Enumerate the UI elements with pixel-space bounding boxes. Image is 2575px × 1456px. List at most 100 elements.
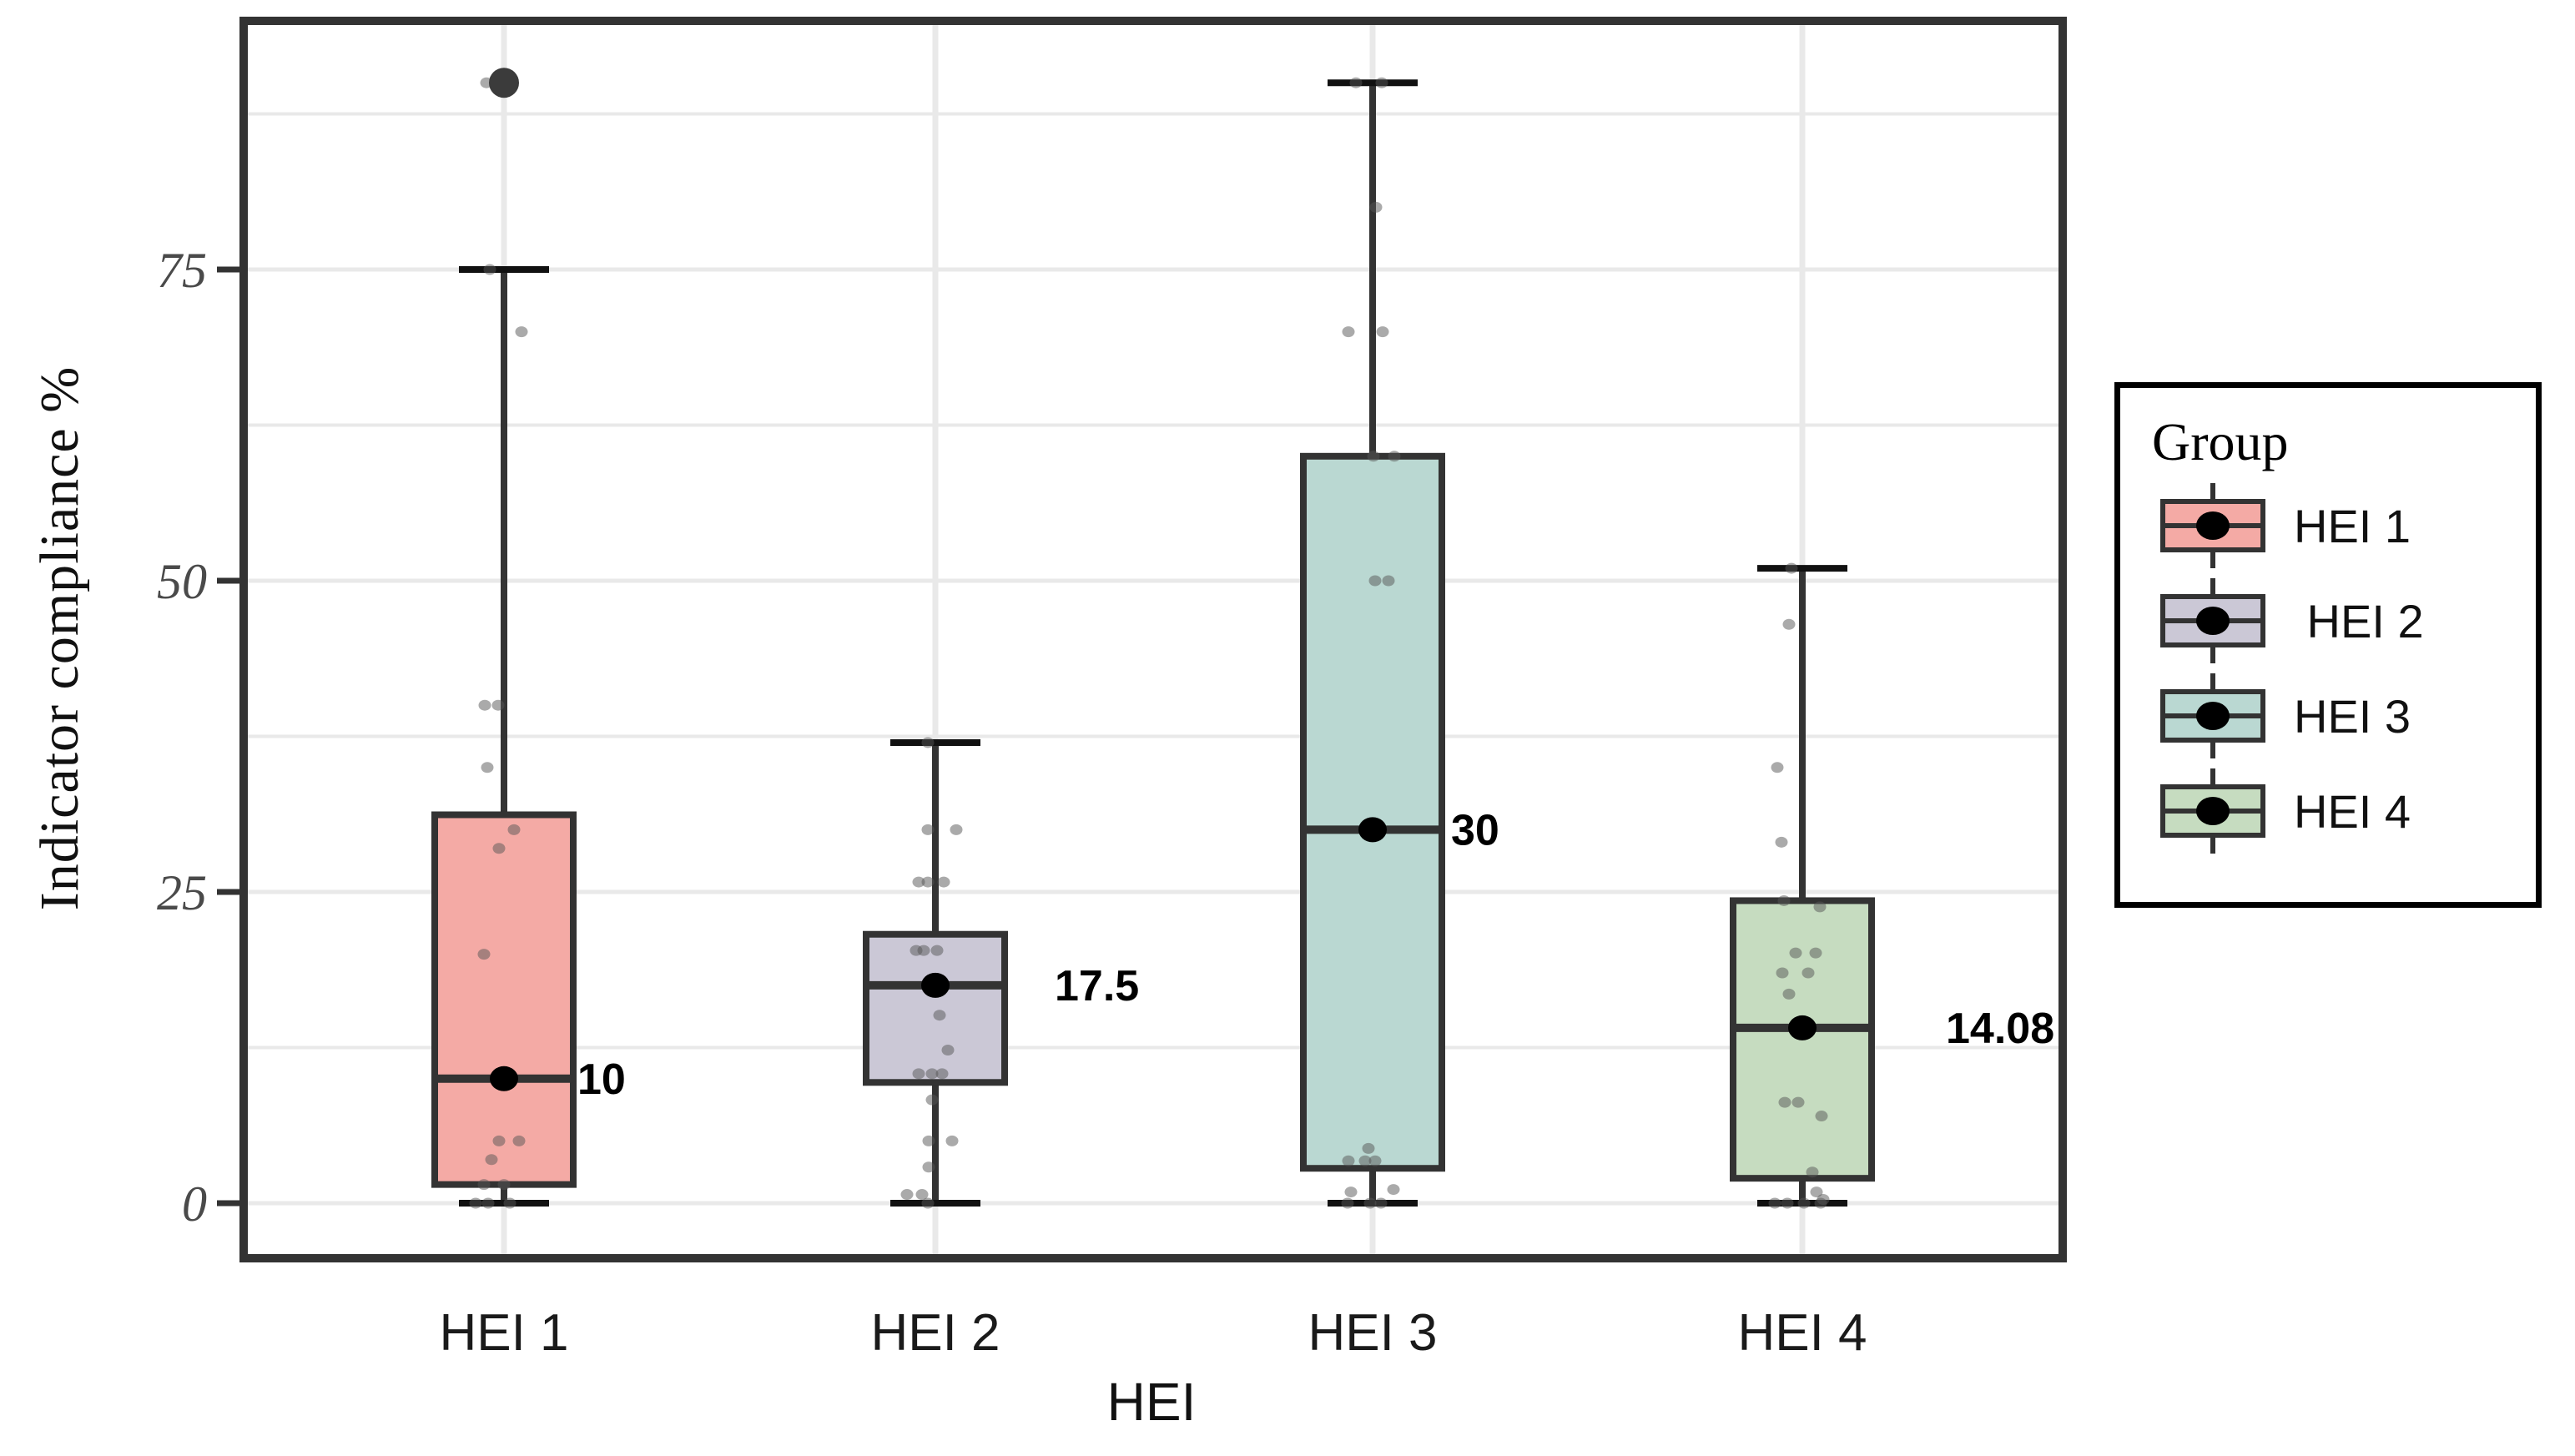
x-axis-title: HEI [1106, 1372, 1197, 1432]
box-hei-3 [1300, 452, 1445, 1172]
x-tick-label-2: HEI 2 [870, 1304, 1000, 1362]
jitter-point [492, 843, 506, 854]
jitter-point [1344, 1186, 1358, 1198]
x-tick-label-3: HEI 3 [1308, 1304, 1437, 1362]
median-label-hei-3: 30 [1451, 806, 1499, 854]
median-label-hei-1: 10 [577, 1055, 626, 1104]
jitter-point [921, 737, 935, 748]
jitter-point [492, 1135, 506, 1146]
jitter-point [515, 326, 528, 338]
box-hei-1 [431, 811, 577, 1188]
jitter-point [937, 876, 950, 888]
jitter-point [1374, 1197, 1388, 1209]
jitter-point [1801, 967, 1815, 979]
jitter-point [1777, 894, 1791, 906]
jitter-point [1382, 575, 1395, 587]
jitter-point [1368, 1155, 1382, 1166]
jitter-point [1810, 1186, 1823, 1198]
panel-border [239, 17, 2067, 1262]
jitter-point [1387, 1184, 1400, 1196]
legend-entry-1: HEI 1 [2120, 478, 2536, 573]
jitter-point [1809, 947, 1822, 959]
jitter-point [933, 1010, 946, 1021]
legend-key-glyph [2160, 578, 2265, 663]
jitter-point [1342, 1155, 1355, 1166]
jitter-point [1369, 201, 1383, 213]
legend-title: Group [2152, 412, 2289, 471]
legend-key-median-dot [2196, 702, 2230, 730]
jitter-point [477, 949, 491, 960]
jitter-point [1376, 326, 1389, 338]
legend-key-glyph [2160, 768, 2265, 854]
jitter-point [485, 1154, 498, 1166]
box-hei-2 [863, 930, 1008, 1086]
median-dot-hei-3 [1358, 817, 1387, 843]
legend-entry-label: HEI 1 [2294, 499, 2411, 552]
jitter-point [1791, 1096, 1805, 1108]
y-tick-label-0: 0 [182, 1176, 207, 1232]
jitter-point [1789, 947, 1802, 959]
jitter-point [922, 1161, 935, 1173]
jitter-point [925, 1068, 939, 1080]
jitter-point [1342, 326, 1355, 338]
jitter-point [1368, 575, 1382, 587]
jitter-point [1776, 967, 1789, 979]
jitter-point [1367, 451, 1380, 462]
jitter-point [1375, 77, 1388, 88]
jitter-point [1778, 1096, 1791, 1108]
jitter-point [941, 1044, 955, 1055]
jitter-point [912, 876, 925, 888]
jitter-point [921, 824, 935, 835]
legend-entry-label: HEI 3 [2294, 689, 2411, 743]
jitter-point [503, 1197, 517, 1209]
jitter-point [935, 1068, 949, 1080]
legend-key-median-dot [2196, 511, 2230, 540]
jitter-point [1341, 1197, 1354, 1209]
jitter-point [1806, 1166, 1819, 1178]
jitter-point [1815, 1111, 1828, 1122]
jitter-point [469, 1197, 482, 1209]
jitter-point [1771, 762, 1784, 773]
median-label-hei-2: 17.5 [1055, 962, 1139, 1010]
median-label-hei-4: 14.08 [1946, 1005, 2054, 1053]
legend-entry-label: HEI 4 [2294, 784, 2411, 838]
jitter-point [497, 1179, 511, 1191]
jitter-point [1768, 1197, 1781, 1209]
jitter-point [481, 1197, 495, 1209]
legend-entry-2: HEI 2 [2120, 573, 2536, 668]
median-dot-hei-4 [1788, 1015, 1817, 1040]
legend-key-median-dot [2196, 797, 2230, 825]
jitter-point [930, 945, 944, 956]
jitter-point [1388, 451, 1401, 462]
jitter-point [912, 1068, 925, 1080]
outlier-dot-hei-1 [489, 68, 519, 98]
jitter-point [512, 1135, 526, 1146]
jitter-point [1813, 901, 1827, 913]
jitter-point [1362, 1142, 1375, 1154]
jitter-point [917, 945, 930, 956]
x-tick-label-4: HEI 4 [1737, 1304, 1867, 1362]
legend-entry-4: HEI 4 [2120, 763, 2536, 859]
legend-key-glyph [2160, 483, 2265, 568]
jitter-point [1797, 1197, 1811, 1209]
jitter-point [483, 264, 496, 275]
jitter-point [925, 1094, 939, 1106]
jitter-point [921, 1197, 935, 1209]
jitter-point [1363, 1197, 1377, 1209]
jitter-point [950, 824, 963, 835]
jitter-point [1785, 562, 1798, 574]
jitter-point [1358, 1155, 1372, 1166]
legend-entry-label: HEI 2 [2294, 594, 2424, 647]
y-tick-label-75: 75 [157, 243, 207, 298]
y-axis-title: Indicator compliance % [29, 365, 90, 911]
median-dot-hei-2 [921, 972, 950, 998]
jitter-point [915, 1189, 929, 1201]
legend-key-median-dot [2196, 607, 2230, 635]
jitter-point [491, 699, 505, 711]
legend-entry-3: HEI 3 [2120, 668, 2536, 763]
jitter-point [921, 876, 935, 888]
jitter-point [922, 1135, 935, 1146]
y-tick-label-25: 25 [157, 865, 207, 920]
